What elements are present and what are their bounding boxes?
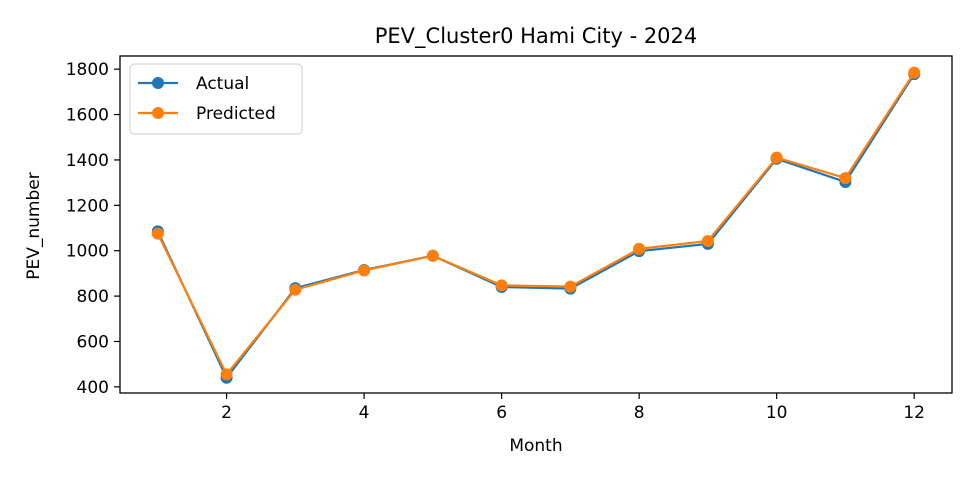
y-tick-label: 600 <box>77 332 109 352</box>
data-point-predicted <box>839 172 852 185</box>
y-tick-label: 1200 <box>66 196 109 216</box>
y-tick-label: 1600 <box>66 106 109 126</box>
data-point-predicted <box>495 279 508 292</box>
y-tick-label: 1400 <box>66 151 109 171</box>
data-point-predicted <box>564 280 577 293</box>
x-tick-label: 10 <box>766 403 788 423</box>
legend-marker-predicted <box>152 107 164 119</box>
legend: Actual Predicted <box>129 63 303 135</box>
y-tick-label: 800 <box>77 287 109 307</box>
y-tick-label: 400 <box>77 378 109 398</box>
data-point-predicted <box>151 227 164 240</box>
data-point-predicted <box>701 234 714 247</box>
y-tick-label: 1800 <box>66 60 109 80</box>
axis-ticks: 2 4 6 8 10 12 400 600 800 1000 1200 1400 1600 1800 <box>66 60 925 423</box>
data-point-predicted <box>289 283 302 296</box>
legend-label-predicted: Predicted <box>196 104 276 124</box>
x-tick-label: 8 <box>634 403 645 423</box>
data-point-predicted <box>633 242 646 255</box>
x-tick-label: 2 <box>221 403 232 423</box>
legend-box <box>129 63 303 135</box>
legend-marker-actual <box>152 77 164 89</box>
data-point-predicted <box>908 66 921 79</box>
data-point-predicted <box>220 368 233 381</box>
x-tick-label: 6 <box>496 403 507 423</box>
plot-frame <box>119 55 953 394</box>
x-tick-label: 12 <box>903 403 925 423</box>
data-point-predicted <box>426 249 439 262</box>
series-layer <box>151 66 921 384</box>
x-axis-title: Month <box>509 436 562 456</box>
y-tick-label: 1000 <box>66 242 109 262</box>
data-point-predicted <box>770 151 783 164</box>
data-point-predicted <box>358 264 371 277</box>
series-line-predicted <box>156 71 916 376</box>
legend-label-actual: Actual <box>196 74 249 94</box>
y-axis-title: PEV_number <box>24 172 44 279</box>
x-tick-label: 4 <box>359 403 370 423</box>
chart-title: PEV_Cluster0 Hami City - 2024 <box>375 24 698 49</box>
